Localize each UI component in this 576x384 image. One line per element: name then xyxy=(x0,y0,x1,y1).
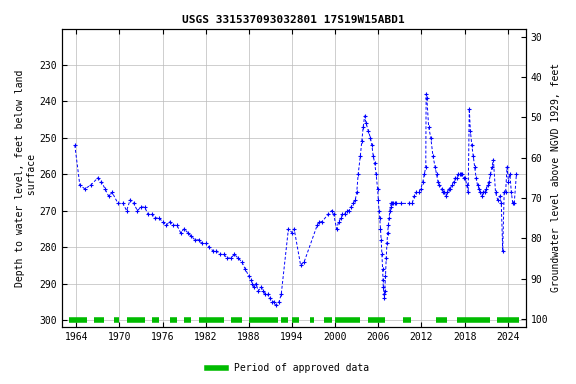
Title: USGS 331537093032801 17S19W15ABD1: USGS 331537093032801 17S19W15ABD1 xyxy=(183,15,405,25)
Y-axis label: Groundwater level above NGVD 1929, feet: Groundwater level above NGVD 1929, feet xyxy=(551,63,561,293)
Y-axis label: Depth to water level, feet below land
 surface: Depth to water level, feet below land su… xyxy=(15,69,37,286)
Legend: Period of approved data: Period of approved data xyxy=(203,359,373,377)
